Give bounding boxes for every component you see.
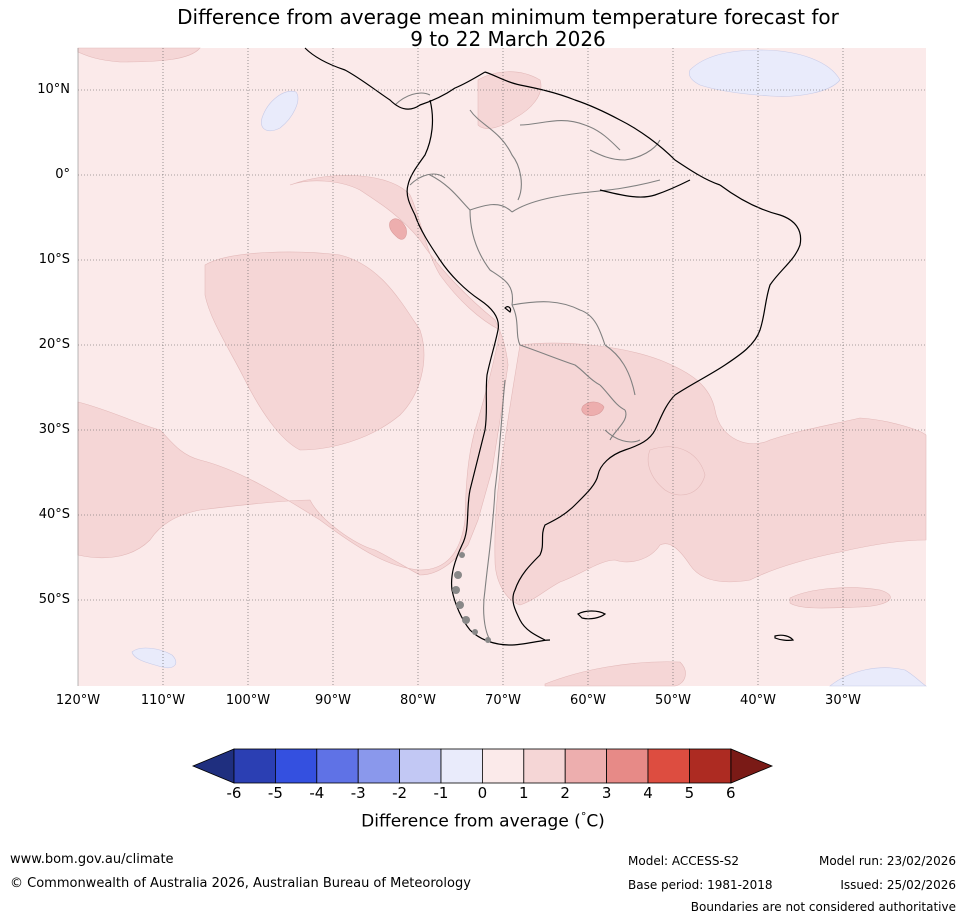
- lon-label-100w: 100°W: [225, 693, 271, 708]
- colorbar-label-suffix: C): [586, 811, 605, 832]
- colorbar-swatch-below-neg6: [191, 748, 235, 784]
- lon-label-110w: 110°W: [140, 693, 186, 708]
- border-ecuador: [409, 173, 446, 186]
- border-brazil-north: [511, 179, 661, 213]
- colorbar-tick-neg1: -1: [433, 784, 449, 802]
- colorbar-label: Difference from average (°C): [183, 810, 783, 832]
- colorbar: [191, 748, 774, 784]
- colorbar-tick-neg2: -2: [392, 784, 408, 802]
- colorbar-swatch-neg5-neg4: [274, 748, 318, 784]
- colorbar-tick-0: 0: [477, 784, 488, 802]
- lon-label-40w: 40°W: [740, 693, 776, 708]
- colorbar-swatch-2-3: [564, 748, 608, 784]
- footer-url[interactable]: www.bom.gov.au/climate: [10, 852, 174, 867]
- coast-amazon-delta: [599, 179, 691, 198]
- footer-model: Model: ACCESS-S2: [628, 854, 740, 868]
- lon-label-120w: 120°W: [55, 693, 101, 708]
- border-paraguay-argentina: [599, 384, 626, 411]
- lon-label-70w: 70°W: [485, 693, 521, 708]
- chilean-fjords: [452, 552, 491, 643]
- border-central-america: [394, 92, 431, 106]
- colorbar-tick-6: 6: [726, 784, 736, 802]
- footer-disclaimer: Boundaries are not considered authoritat…: [690, 900, 956, 914]
- lon-label-50w: 50°W: [655, 693, 691, 708]
- coast-caribbean: [484, 71, 721, 186]
- southern-atlantic-cool-patch: [829, 667, 927, 687]
- lat-label-30s: 30°S: [38, 422, 70, 437]
- lon-label-80w: 80°W: [400, 693, 436, 708]
- anomaly-2-3-regions: [389, 218, 605, 416]
- border-paraguay-brazil: [604, 344, 636, 396]
- colorbar-tick-neg6: -6: [226, 784, 242, 802]
- border-bolivia-brazil: [511, 301, 606, 346]
- south-atlantic-warm-patch: [789, 587, 891, 609]
- colorbar-label-prefix: Difference from average (: [361, 811, 581, 832]
- pacific-cool-patch-north: [261, 90, 299, 131]
- colorbar-swatch-3-4: [606, 748, 649, 784]
- border-bolivia-paraguay: [519, 344, 601, 386]
- colorbar-swatch-1-2: [523, 748, 566, 784]
- colorbar-swatch-5-6: [689, 748, 732, 784]
- coast-atlantic-south-america: [512, 184, 802, 641]
- colorbar-tick-5: 5: [684, 784, 695, 802]
- colorbar-swatch-0-1: [481, 748, 525, 784]
- lon-label-30w: 30°W: [825, 693, 861, 708]
- border-argentina-brazil: [609, 409, 627, 441]
- paraguay-hot-patch: [581, 401, 605, 416]
- anomaly-neg1-0-regions: [131, 49, 927, 687]
- lat-label-20s: 20°S: [38, 337, 70, 352]
- colorbar-swatch-neg4-neg3: [316, 748, 359, 784]
- footer-base-period: Base period: 1981-2018: [628, 878, 773, 892]
- peru-coast-hot-patch: [389, 218, 407, 240]
- footer-issued: Issued: 25/02/2026: [840, 878, 956, 892]
- colorbar-swatch-neg3-neg2: [357, 748, 401, 784]
- footer-copyright: © Commonwealth of Australia 2026, Austra…: [10, 876, 471, 891]
- colorbar-swatch-4-5: [647, 748, 690, 784]
- coast-lake-titicaca: [504, 306, 512, 313]
- coast-falklands: [577, 610, 607, 620]
- colorbar-swatch-above-6: [730, 748, 774, 784]
- map-title-line2: 9 to 22 March 2026: [410, 27, 606, 51]
- lat-label-10n: 10°N: [37, 82, 70, 97]
- map-title-line1: Difference from average mean minimum tem…: [177, 5, 839, 29]
- coast-south-georgia: [774, 634, 795, 641]
- border-peru-bolivia: [511, 304, 521, 346]
- northwest-warm-patch: [77, 47, 201, 63]
- colorbar-tick-1: 1: [519, 784, 529, 802]
- colorbar-tick-2: 2: [560, 784, 570, 802]
- footer-model-run: Model run: 23/02/2026: [818, 854, 956, 868]
- lat-label-10s: 10°S: [38, 252, 70, 267]
- border-venezuela-guyana: [589, 139, 661, 161]
- central-pacific-warm-region: [204, 251, 425, 451]
- eastern-pacific-warm-region: [77, 175, 509, 576]
- lat-label-0: 0°: [55, 167, 70, 182]
- border-uruguay: [604, 429, 641, 443]
- border-colombia-venezuela: [469, 109, 522, 201]
- country-borders: [394, 92, 661, 641]
- pacific-cool-patch-south: [131, 647, 177, 668]
- colorbar-tick-4: 4: [643, 784, 653, 802]
- colorbar-tick-neg5: -5: [267, 784, 283, 802]
- colorbar-tick-3: 3: [601, 784, 612, 802]
- lon-label-90w: 90°W: [315, 693, 351, 708]
- lat-label-50s: 50°S: [38, 592, 70, 607]
- colorbar-swatch-neg1-0: [440, 748, 483, 784]
- border-peru-brazil: [469, 209, 514, 306]
- gridlines: [78, 48, 926, 686]
- colorbar-swatch-neg6-neg5: [233, 748, 276, 784]
- colorbar-tick-neg4: -4: [309, 784, 325, 802]
- border-chile-argentina: [483, 379, 506, 641]
- coast-central-america: [304, 47, 486, 110]
- atlantic-lobe: [647, 446, 706, 496]
- southern-warm-patch: [544, 661, 686, 687]
- colorbar-tick-neg3: -3: [350, 784, 366, 802]
- border-venezuela-brazil: [519, 120, 621, 151]
- colorbar-swatch-neg2-neg1: [399, 748, 442, 784]
- caribbean-cool-patch: [689, 49, 841, 97]
- colorbar-label-degree: °: [580, 810, 587, 823]
- lat-label-40s: 40°S: [38, 507, 70, 522]
- lon-label-60w: 60°W: [570, 693, 606, 708]
